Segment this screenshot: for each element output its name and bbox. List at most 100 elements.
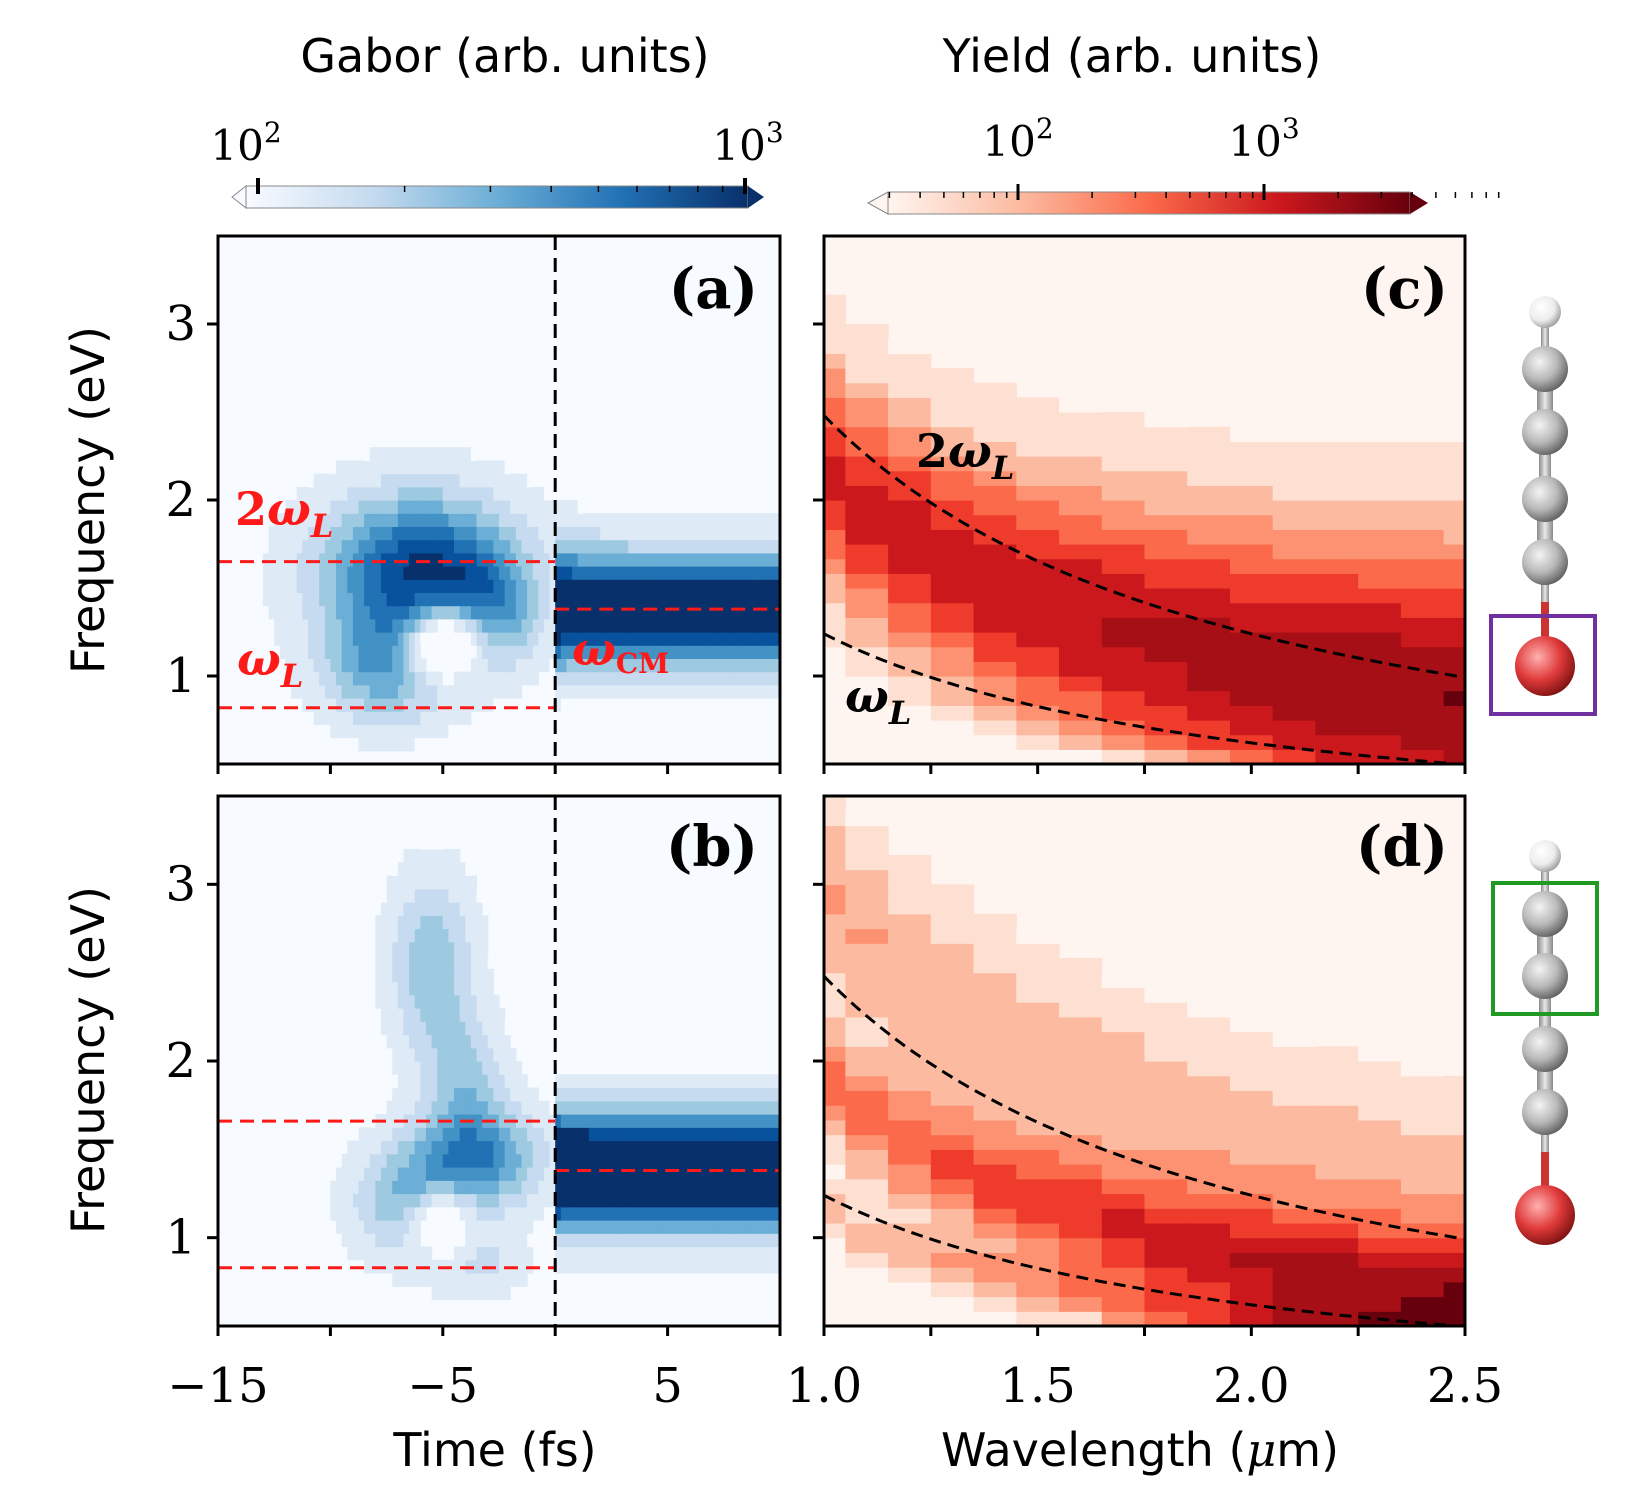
gabor-cell-b xyxy=(459,1034,466,1049)
gabor-cell-b xyxy=(718,1246,725,1261)
gabor-cell-b xyxy=(774,1233,780,1248)
gabor-cell-a xyxy=(392,579,399,593)
gabor-cell-b xyxy=(470,1180,478,1195)
gabor-cell-b xyxy=(352,1180,360,1195)
gabor-cell-a xyxy=(330,671,337,686)
yield-cell-c xyxy=(1229,500,1274,516)
gabor-cell-b xyxy=(358,1127,365,1142)
gabor-cell-b xyxy=(397,1220,405,1234)
gabor-cell-a xyxy=(375,500,382,514)
gabor-cell-a xyxy=(701,632,708,646)
gabor-cell-a xyxy=(718,658,725,673)
gabor-cell-a xyxy=(442,579,450,593)
gabor-cell-a xyxy=(712,539,719,554)
gabor-cell-b xyxy=(774,1127,780,1142)
gabor-cell-b xyxy=(403,915,410,930)
yield-cell-c xyxy=(1229,456,1274,472)
yield-cell-d xyxy=(1229,1149,1274,1165)
gabor-cell-b xyxy=(617,1167,624,1181)
gabor-cell-a xyxy=(701,618,708,633)
gabor-cell-b xyxy=(774,1153,780,1168)
gabor-cell-a xyxy=(352,513,360,527)
gabor-cell-b xyxy=(690,1153,697,1168)
gabor-cell-a xyxy=(572,539,579,554)
gabor-cell-b xyxy=(712,1100,719,1115)
gabor-cell-a xyxy=(437,698,444,712)
yield-cell-c xyxy=(1059,485,1103,501)
gabor-cell-a xyxy=(291,513,298,527)
time-axis-label: Time (fs) xyxy=(392,1423,596,1477)
yield-cell-d xyxy=(1059,1296,1103,1312)
gabor-cell-b xyxy=(487,1034,494,1049)
yield-cell-d xyxy=(1016,1090,1060,1106)
gabor-cell-b xyxy=(454,981,461,996)
gabor-cell-a xyxy=(617,605,624,620)
gabor-cell-a xyxy=(409,592,416,607)
yield-cell-d xyxy=(1443,1134,1465,1150)
gabor-cell-a xyxy=(712,566,719,580)
gabor-cell-b xyxy=(560,1074,568,1089)
yield-cell-d xyxy=(1016,1237,1060,1253)
gabor-cell-a xyxy=(712,618,719,633)
gabor-cell-b xyxy=(392,1140,399,1155)
gabor-cell-b xyxy=(515,1273,523,1287)
gabor-cell-b xyxy=(425,1193,433,1208)
gabor-cell-b xyxy=(678,1233,686,1248)
yield-cell-c xyxy=(1315,470,1359,486)
gabor-cell-b xyxy=(532,1206,539,1221)
gabor-cell-b xyxy=(403,1180,410,1195)
gabor-cell-b xyxy=(425,1087,433,1102)
gabor-cell-b xyxy=(543,1127,551,1142)
gabor-cell-a xyxy=(527,605,534,620)
gabor-cell-b xyxy=(667,1140,674,1155)
yield-cell-d xyxy=(824,884,846,900)
gabor-cell-a xyxy=(364,632,371,646)
yield-cell-d xyxy=(1144,1119,1188,1136)
gabor-cell-b xyxy=(667,1167,674,1181)
yield-cell-c xyxy=(1315,426,1359,442)
gabor-cell-b xyxy=(678,1100,686,1115)
gabor-cell-b xyxy=(431,875,438,890)
gabor-cell-b xyxy=(375,1220,382,1234)
gabor-cell-a xyxy=(645,632,652,646)
gabor-cell-b xyxy=(380,1021,388,1036)
gabor-cell-a xyxy=(431,460,438,475)
gabor-cell-a xyxy=(706,645,714,659)
gabor-cell-a xyxy=(577,632,584,646)
gabor-cell-a xyxy=(397,737,405,752)
yield-cell-c xyxy=(824,338,846,354)
gabor-cell-a xyxy=(437,460,444,475)
gabor-cell-a xyxy=(521,552,528,567)
gabor-cell-b xyxy=(352,1220,360,1234)
gabor-cell-a xyxy=(555,645,562,659)
gabor-cell-b xyxy=(380,888,388,903)
gabor-cell-a xyxy=(448,486,455,501)
gabor-cell-a xyxy=(673,592,680,607)
gabor-cell-a xyxy=(296,645,303,659)
gabor-cell-a xyxy=(746,684,753,699)
yield-cell-c xyxy=(1400,456,1445,472)
yield-cell-c xyxy=(888,514,932,530)
gabor-cell-a xyxy=(268,605,275,620)
gabor-cell-b xyxy=(482,1034,489,1049)
gabor-cell-a xyxy=(386,605,393,620)
gabor-cell-a xyxy=(482,460,489,475)
gabor-cell-b xyxy=(499,1220,506,1234)
gabor-cell-b xyxy=(673,1087,680,1102)
panel-a-annotation-2omega-L-sub: L xyxy=(310,507,334,545)
gabor-cell-a xyxy=(476,473,483,488)
gabor-cell-a xyxy=(386,671,393,686)
panel-d-label: (d) xyxy=(1356,814,1448,880)
yield-cell-c xyxy=(1144,617,1188,633)
gabor-cell-b xyxy=(403,994,410,1009)
yield-cell-d xyxy=(1101,1090,1146,1106)
gabor-cell-a xyxy=(336,539,343,554)
yield-cell-c xyxy=(1187,588,1231,604)
gabor-cell-b xyxy=(633,1167,641,1181)
yield-cell-c xyxy=(1229,749,1274,764)
yield-cell-d xyxy=(973,943,1017,959)
gabor-cell-b xyxy=(409,1021,416,1036)
gabor-cell-a xyxy=(661,579,669,593)
gabor-cell-a xyxy=(437,552,444,567)
gabor-cell-b xyxy=(774,1074,780,1089)
